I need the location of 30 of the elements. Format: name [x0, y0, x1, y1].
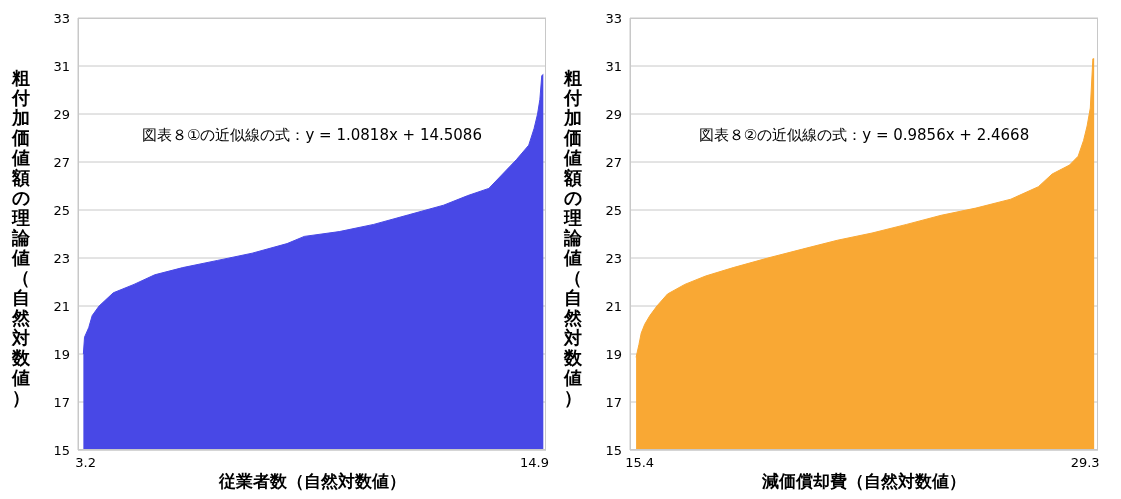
annotation: 図表８②の近似線の式：y = 0.9856x + 2.4668 — [697, 126, 1031, 145]
y-tick-label: 21 — [605, 298, 622, 314]
y-tick-label: 27 — [605, 154, 622, 170]
x-tick-label: 29.3 — [1070, 455, 1100, 471]
y-tick-label: 25 — [53, 202, 70, 218]
y-tick-label: 19 — [605, 346, 622, 362]
y-tick-label: 31 — [605, 58, 622, 74]
text: 粗付加価値額の理論値（自然対数値） — [12, 67, 30, 408]
x-axis-title: 減価償却費（自然対数値） — [761, 470, 967, 493]
y-tick-label: 25 — [605, 202, 622, 218]
y-tick-label: 15 — [605, 442, 622, 458]
y-tick-label: 31 — [53, 58, 70, 74]
y-tick-label: 21 — [53, 298, 70, 314]
y-tick-label: 33 — [605, 10, 622, 26]
text: 粗付加価値額の理論値（自然対数値） — [564, 67, 582, 408]
y-tick-label: 23 — [53, 250, 70, 266]
y-tick-label: 29 — [53, 106, 70, 122]
annotation: 図表８①の近似線の式：y = 1.0818x + 14.5086 — [141, 126, 483, 145]
x-tick-label: 14.9 — [520, 455, 549, 471]
x-axis-title: 従業者数（自然対数値） — [217, 470, 407, 493]
y-tick-label: 23 — [605, 250, 622, 266]
y-tick-label: 17 — [605, 394, 622, 410]
y-tick-label: 15 — [53, 442, 70, 458]
x-tick-label: 15.4 — [625, 455, 655, 471]
y-tick-label: 19 — [53, 346, 70, 362]
x-tick-label: 3.2 — [75, 455, 97, 471]
y-tick-label: 27 — [53, 154, 70, 170]
y-tick-label: 17 — [53, 394, 70, 410]
y-tick-label: 33 — [53, 10, 70, 26]
y-tick-label: 29 — [605, 106, 622, 122]
